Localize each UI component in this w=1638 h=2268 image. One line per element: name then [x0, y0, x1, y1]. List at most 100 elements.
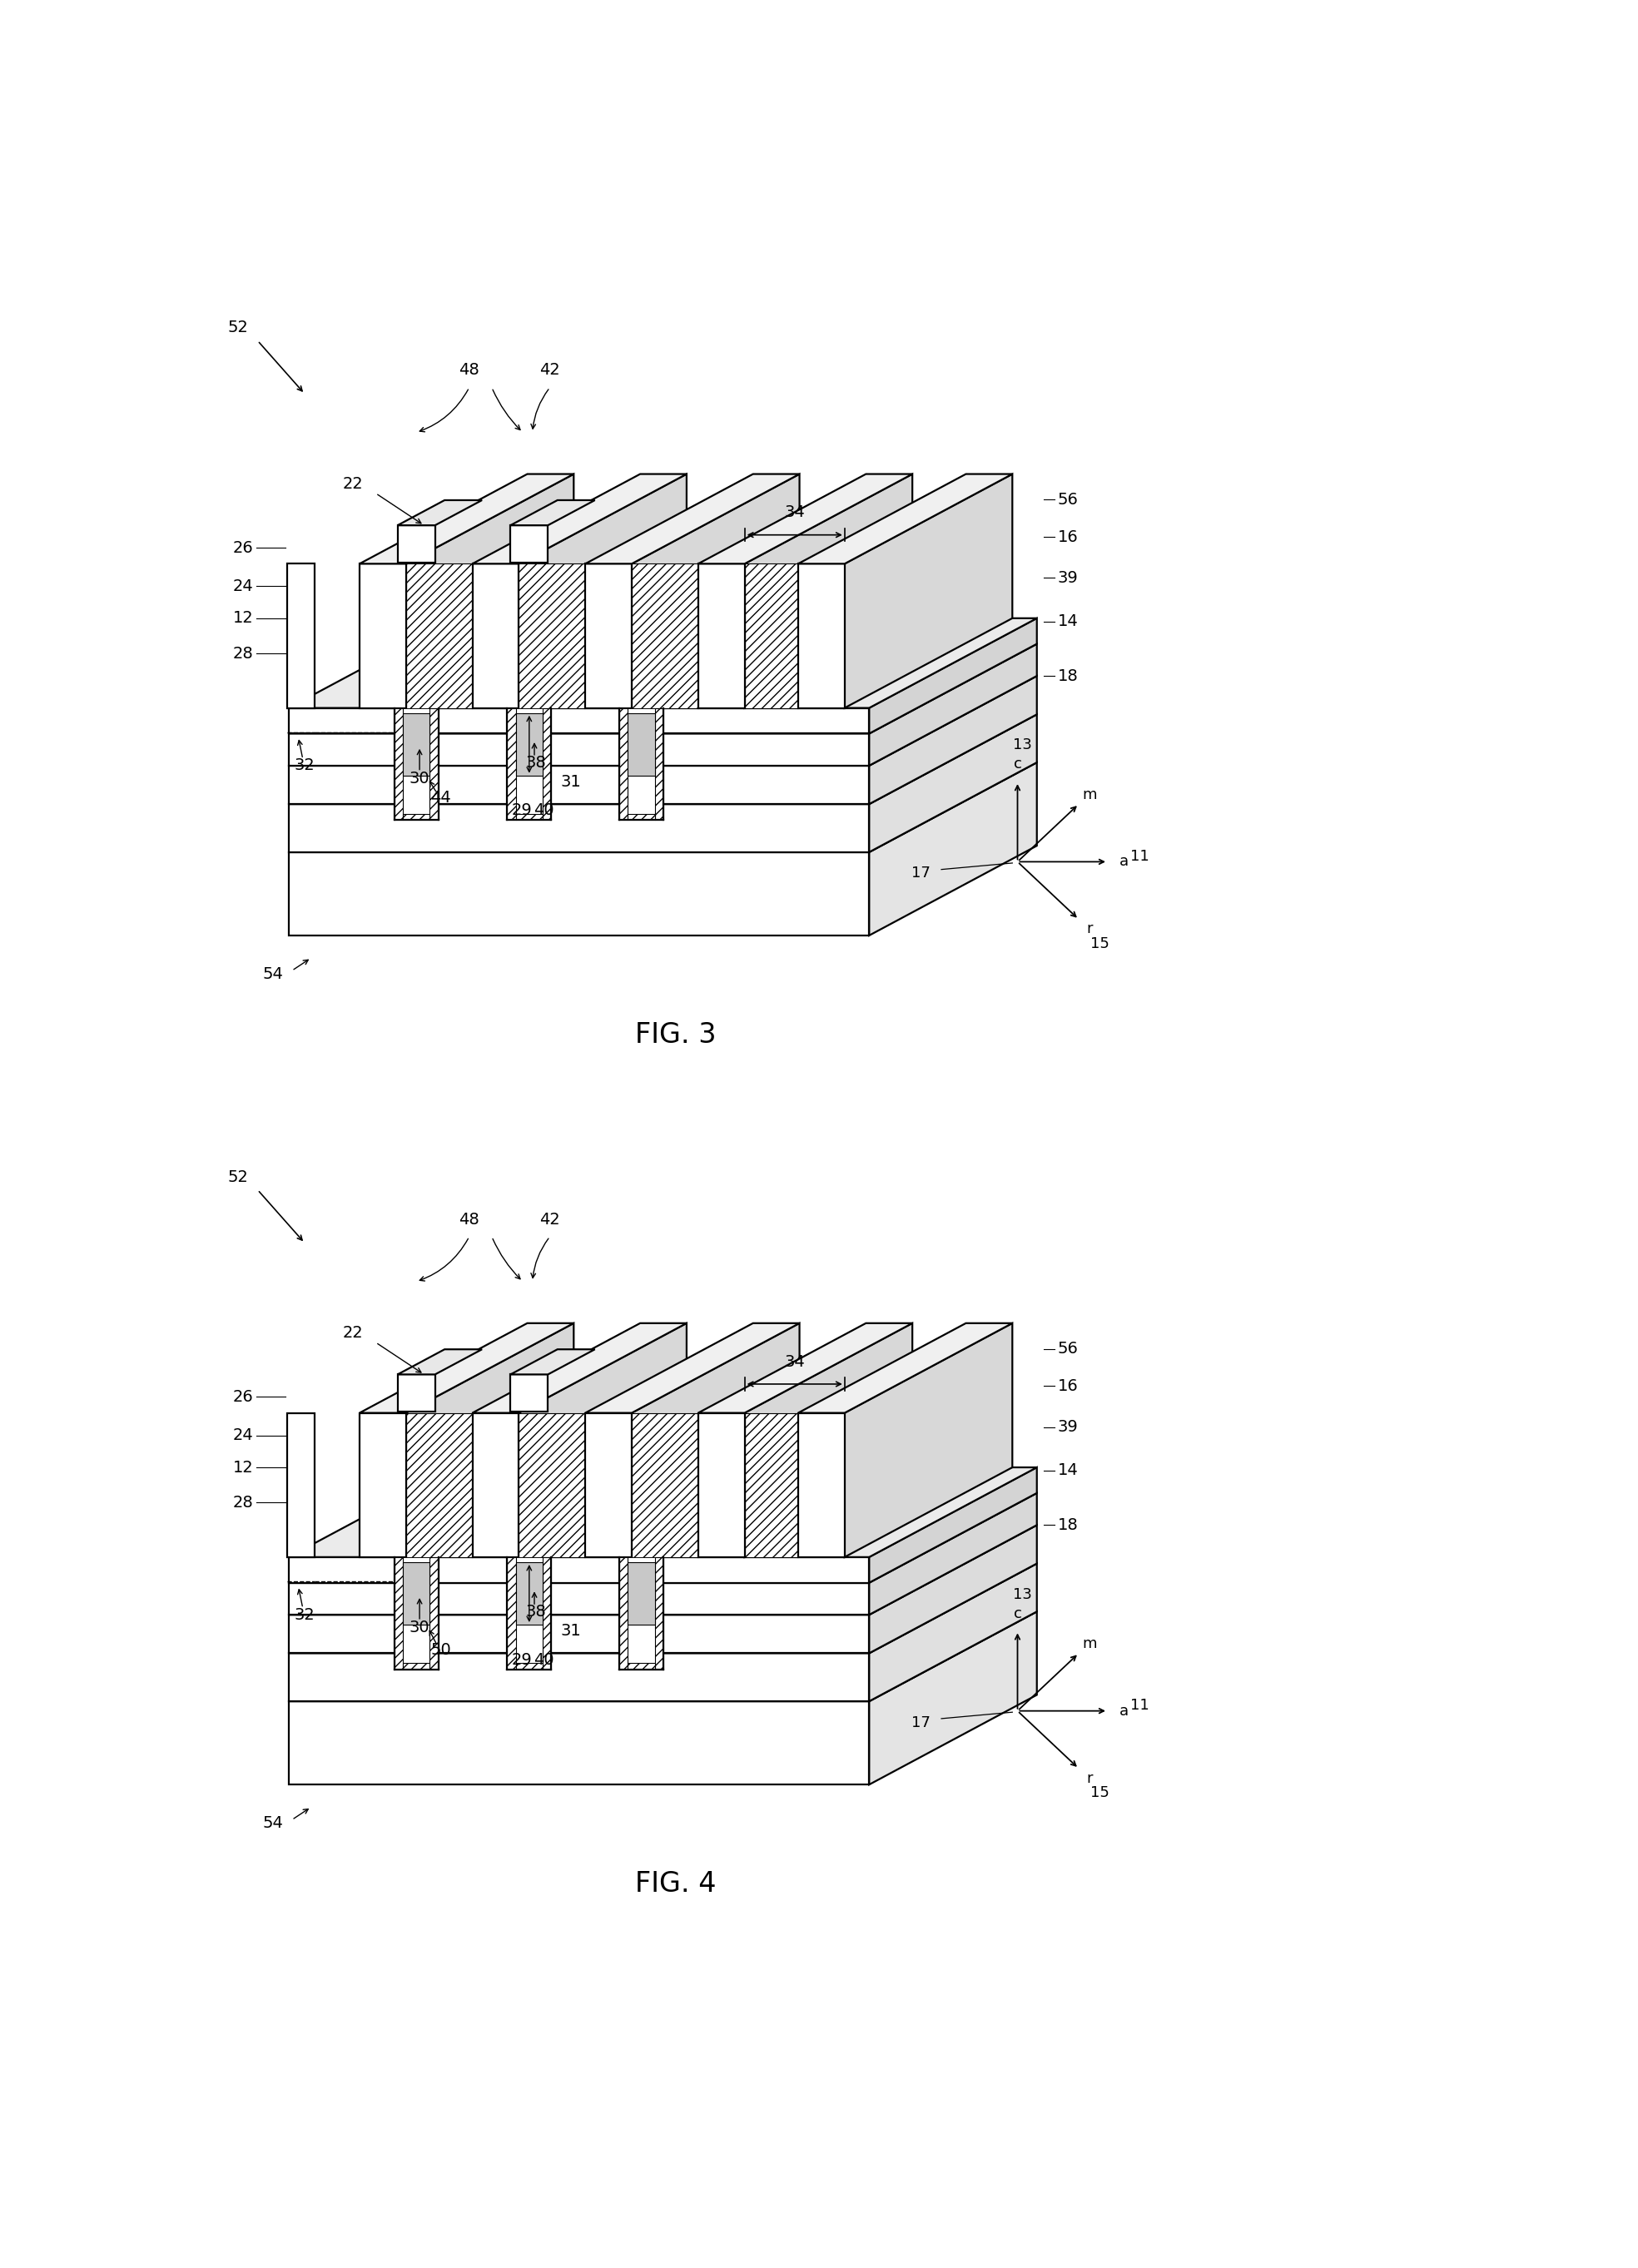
Text: 16: 16: [1058, 1379, 1078, 1395]
Text: 40: 40: [532, 803, 554, 819]
Polygon shape: [288, 714, 1037, 805]
Text: 29: 29: [511, 1651, 532, 1667]
Text: 24: 24: [233, 578, 254, 594]
Polygon shape: [403, 1563, 429, 1624]
Polygon shape: [472, 565, 519, 708]
Polygon shape: [288, 1615, 870, 1653]
Polygon shape: [395, 1558, 403, 1669]
Polygon shape: [627, 1563, 655, 1624]
Polygon shape: [632, 1413, 698, 1558]
Polygon shape: [395, 710, 439, 821]
Text: 48: 48: [459, 363, 480, 379]
Text: 28: 28: [233, 1495, 254, 1510]
Polygon shape: [519, 565, 585, 708]
Text: 42: 42: [539, 1211, 560, 1227]
Polygon shape: [519, 619, 753, 708]
Polygon shape: [585, 1413, 632, 1558]
Polygon shape: [632, 565, 698, 708]
Text: 56: 56: [1058, 1340, 1078, 1356]
Polygon shape: [585, 565, 632, 708]
Polygon shape: [429, 708, 439, 821]
Polygon shape: [508, 710, 550, 821]
Polygon shape: [398, 526, 436, 562]
Polygon shape: [870, 619, 1037, 733]
Text: 39: 39: [1058, 569, 1078, 585]
Polygon shape: [360, 1322, 573, 1413]
Polygon shape: [585, 1322, 799, 1413]
Text: 32: 32: [295, 758, 314, 773]
Polygon shape: [845, 1322, 1012, 1558]
Polygon shape: [398, 1349, 482, 1374]
Polygon shape: [798, 1413, 845, 1558]
Polygon shape: [798, 1322, 1012, 1413]
Polygon shape: [395, 1558, 439, 1669]
Polygon shape: [288, 1653, 870, 1701]
Polygon shape: [870, 1524, 1037, 1653]
Polygon shape: [360, 1413, 406, 1558]
Polygon shape: [870, 644, 1037, 767]
Text: r: r: [1086, 921, 1093, 937]
Polygon shape: [519, 1413, 585, 1558]
Polygon shape: [745, 565, 798, 708]
Text: 28: 28: [233, 646, 254, 662]
Text: 31: 31: [560, 773, 581, 789]
Polygon shape: [511, 1374, 549, 1411]
Polygon shape: [870, 1467, 1037, 1583]
Text: 39: 39: [1058, 1420, 1078, 1436]
Text: 26: 26: [233, 540, 254, 556]
Text: 38: 38: [526, 1603, 545, 1619]
Polygon shape: [288, 1524, 1037, 1615]
Polygon shape: [288, 1467, 1037, 1558]
Text: 52: 52: [228, 320, 249, 336]
Polygon shape: [472, 474, 686, 565]
Text: c: c: [1014, 758, 1022, 771]
Polygon shape: [288, 676, 1037, 767]
Text: FIG. 3: FIG. 3: [636, 1021, 716, 1048]
Text: 34: 34: [785, 503, 804, 519]
Polygon shape: [288, 1492, 1037, 1583]
Text: 22: 22: [342, 476, 364, 492]
Text: 38: 38: [526, 755, 545, 771]
Polygon shape: [870, 1563, 1037, 1701]
Polygon shape: [406, 1467, 640, 1558]
Polygon shape: [745, 1413, 798, 1558]
Text: 31: 31: [560, 1624, 581, 1640]
Polygon shape: [288, 853, 870, 934]
Text: 17: 17: [911, 1715, 930, 1730]
Polygon shape: [288, 733, 870, 767]
Polygon shape: [516, 1563, 542, 1624]
Polygon shape: [870, 762, 1037, 934]
Polygon shape: [798, 565, 845, 708]
Text: 11: 11: [1130, 848, 1150, 864]
Text: 30: 30: [410, 771, 429, 787]
Text: 15: 15: [1091, 1785, 1109, 1801]
Text: m: m: [1083, 1635, 1097, 1651]
Polygon shape: [406, 619, 640, 708]
Polygon shape: [288, 805, 870, 853]
Text: 54: 54: [262, 966, 283, 982]
Text: 14: 14: [1058, 615, 1078, 628]
Polygon shape: [585, 474, 799, 565]
Polygon shape: [288, 1583, 870, 1615]
Polygon shape: [288, 1558, 870, 1583]
Polygon shape: [429, 1558, 439, 1669]
Polygon shape: [508, 1558, 550, 1669]
Polygon shape: [619, 710, 663, 821]
Polygon shape: [395, 708, 403, 821]
Text: 48: 48: [459, 1211, 480, 1227]
Polygon shape: [698, 1413, 745, 1558]
Polygon shape: [403, 814, 429, 821]
Polygon shape: [360, 474, 573, 565]
Text: a: a: [1119, 1703, 1129, 1719]
Polygon shape: [632, 1322, 799, 1558]
Text: 18: 18: [1058, 669, 1078, 685]
Polygon shape: [870, 1492, 1037, 1615]
Polygon shape: [698, 474, 912, 565]
Text: r: r: [1086, 1771, 1093, 1785]
Polygon shape: [472, 1322, 686, 1413]
Text: 32: 32: [295, 1606, 314, 1622]
Text: a: a: [1119, 855, 1129, 869]
Polygon shape: [745, 474, 912, 708]
Polygon shape: [508, 708, 516, 821]
Text: 11: 11: [1130, 1699, 1150, 1712]
